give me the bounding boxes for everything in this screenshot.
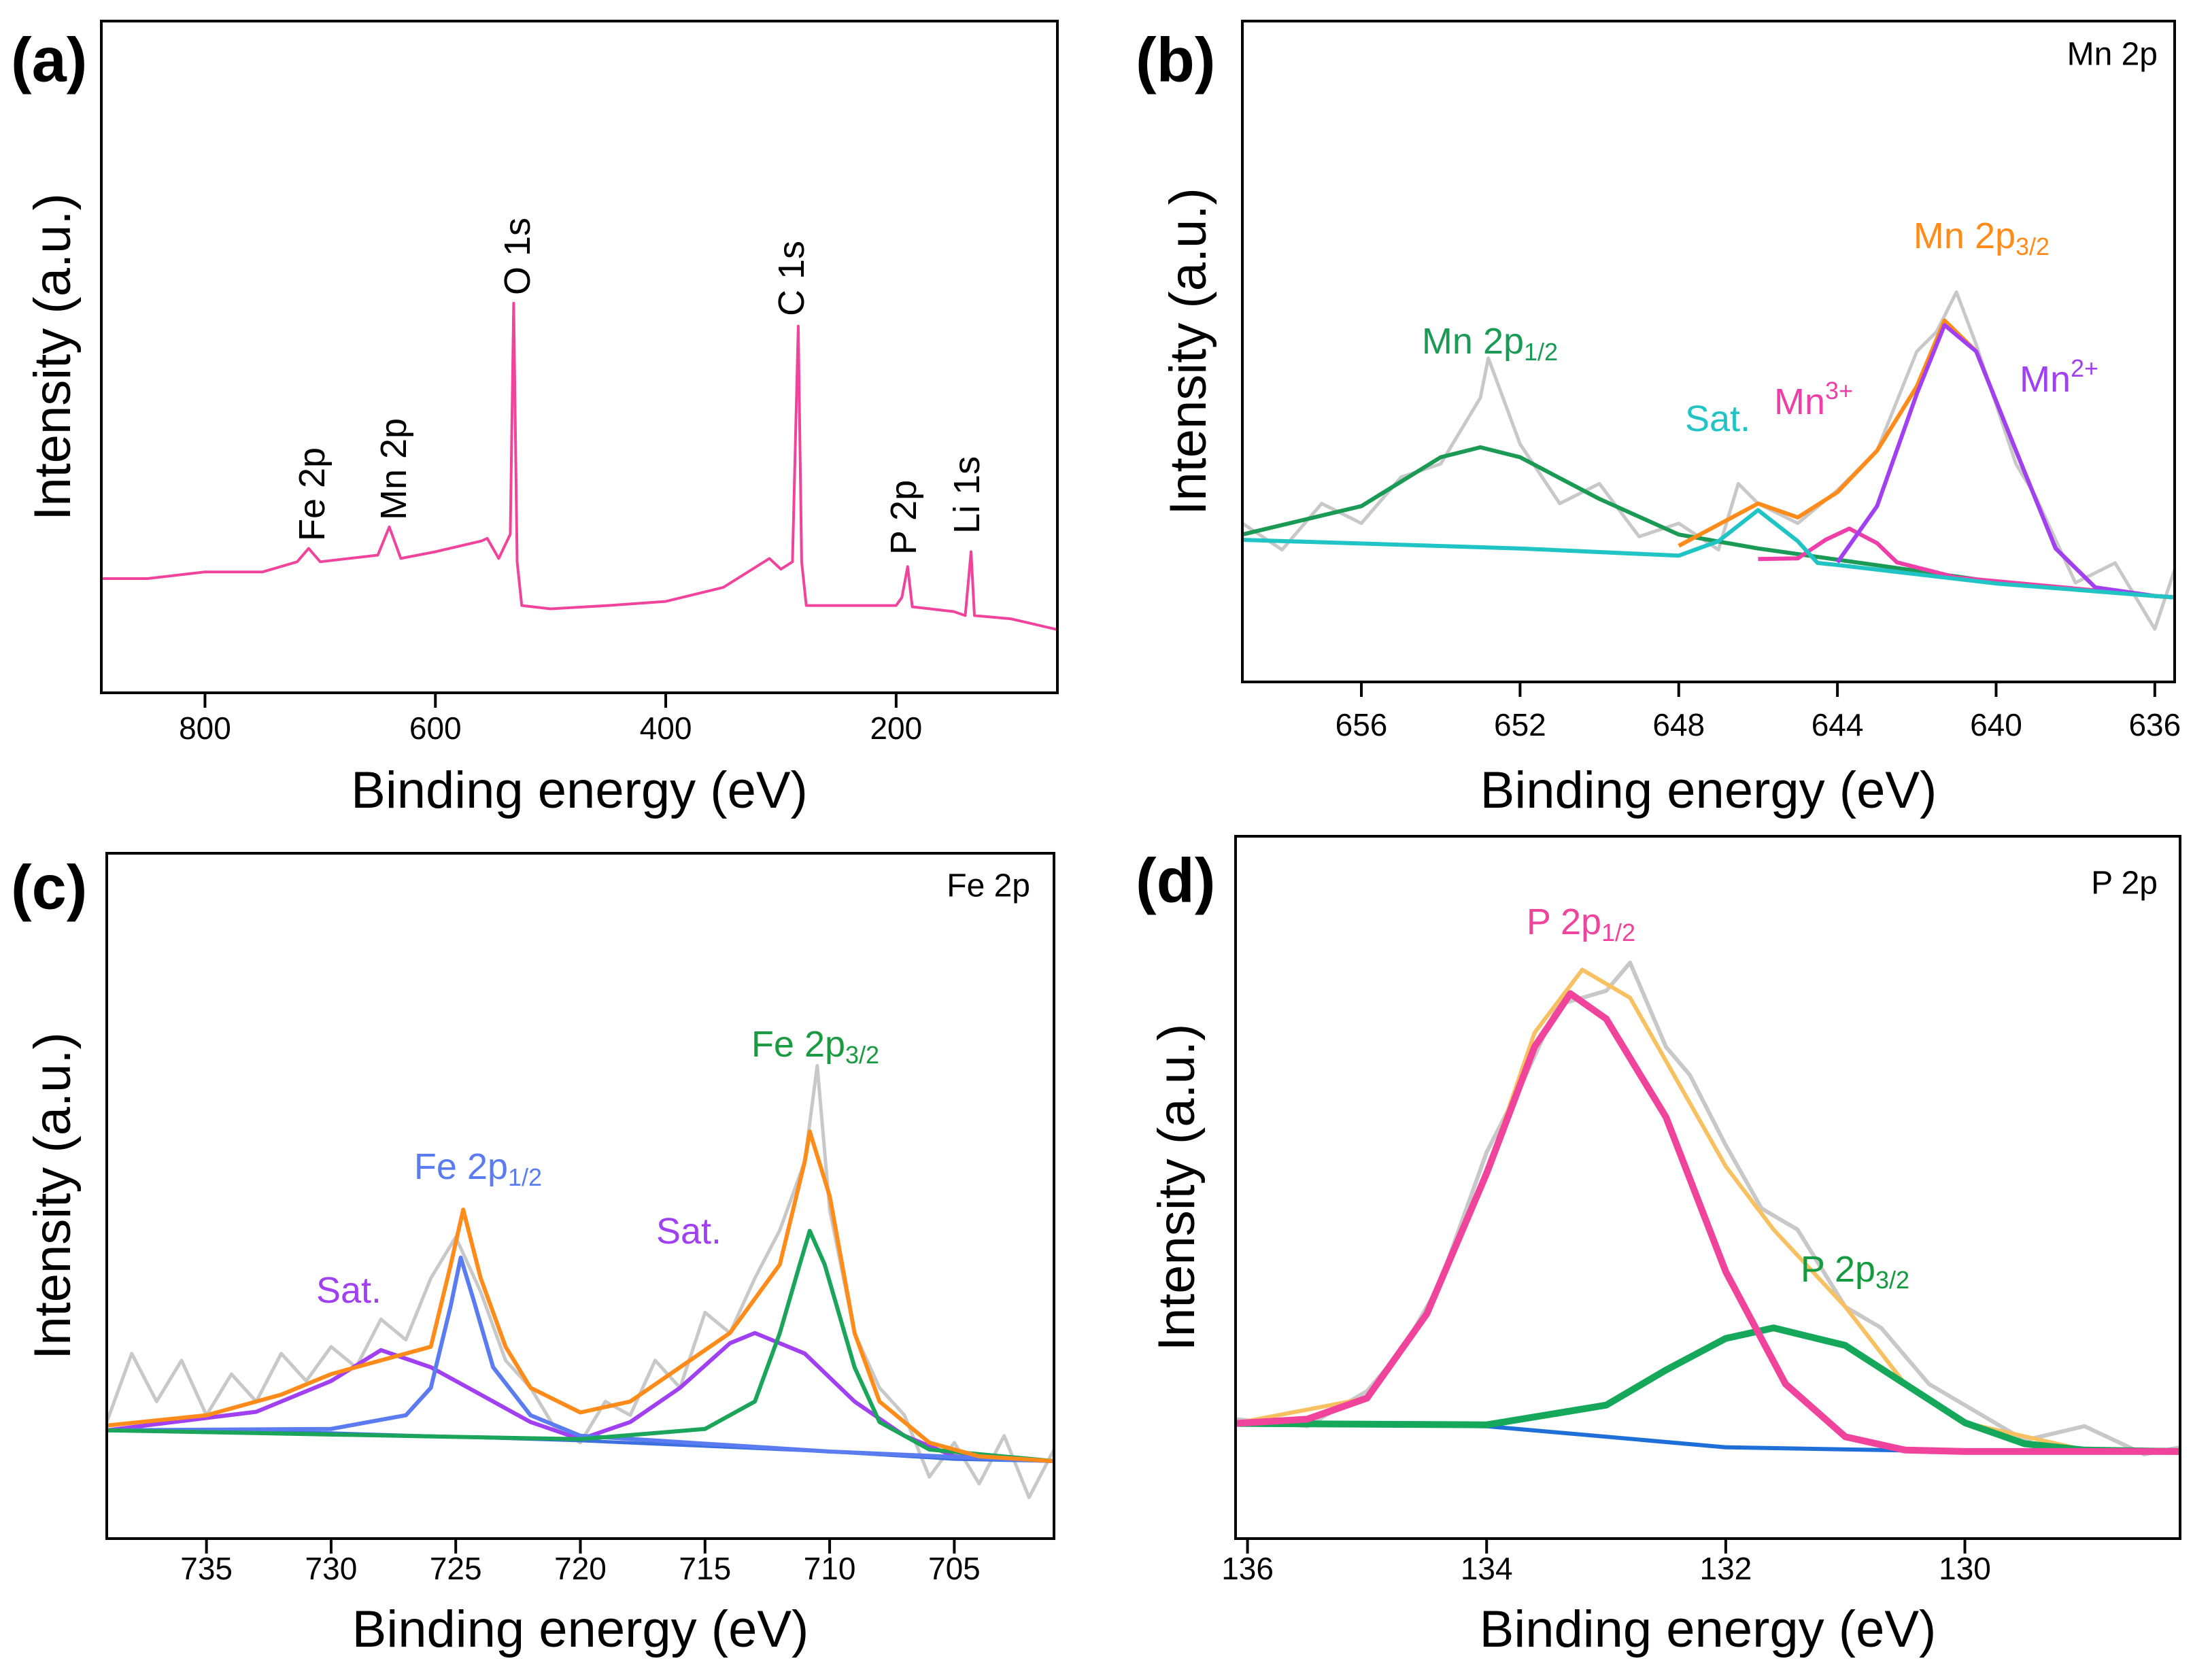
data-line xyxy=(1235,990,2180,1455)
peak-annotation: Mn2+ xyxy=(2020,354,2098,400)
peak-annotation: P 2p1/2 xyxy=(1527,902,1635,946)
data-line xyxy=(101,302,1058,632)
x-tick-label: 132 xyxy=(1699,1551,1752,1586)
data-line xyxy=(106,1348,581,1441)
peak-annotation: Mn3+ xyxy=(1774,377,1853,423)
x-tick-label: 636 xyxy=(2128,707,2181,742)
x-tick-label: 705 xyxy=(928,1551,981,1586)
x-axis-title: Binding energy (eV) xyxy=(1480,761,1937,819)
x-tick-label: 735 xyxy=(180,1551,233,1586)
x-axis-title: Binding energy (eV) xyxy=(351,761,808,819)
data-line xyxy=(1241,290,2177,631)
panel-label: (c) xyxy=(11,853,87,922)
peak-annotation: Mn 2p3/2 xyxy=(1914,216,2050,260)
annotation-text: Mn xyxy=(2020,359,2071,400)
peak-annotation: Fe 2p1/2 xyxy=(414,1146,542,1190)
x-tick-label: 800 xyxy=(179,710,231,746)
annotation-subscript: 1/2 xyxy=(508,1163,542,1191)
annotation-text: Fe 2p xyxy=(292,447,333,541)
plot-frame xyxy=(1234,835,2181,1540)
plot-frame xyxy=(100,20,1059,694)
x-tick-label: 710 xyxy=(804,1551,856,1586)
peak-annotation: Sat. xyxy=(1685,398,1750,439)
x-tick-label: 200 xyxy=(870,710,922,746)
data-line xyxy=(1242,508,2175,600)
annotation-text: Mn 2p xyxy=(1914,216,2016,256)
panel-label: (b) xyxy=(1136,25,1215,95)
data-line xyxy=(106,1129,1055,1464)
x-tick-label: 644 xyxy=(1812,707,1864,742)
panel-label: (a) xyxy=(11,25,87,95)
panel-corner-label: Mn 2p xyxy=(2067,37,2158,73)
peak-annotation: Fe 2p xyxy=(292,447,333,541)
peak-annotation: Fe 2p3/2 xyxy=(751,1024,879,1068)
x-tick-label: 720 xyxy=(554,1551,607,1586)
x-tick-label: 134 xyxy=(1461,1551,1513,1586)
panel-label: (d) xyxy=(1136,846,1215,915)
panel-corner-label: Fe 2p xyxy=(947,868,1030,904)
annotation-text: Sat. xyxy=(656,1211,721,1252)
x-tick-label: 652 xyxy=(1494,707,1546,742)
peak-annotation: Li 1s xyxy=(947,456,987,534)
annotation-subscript: 3/2 xyxy=(845,1041,879,1069)
y-axis-title: Intensity (a.u.) xyxy=(1148,1024,1206,1352)
peak-annotation: Mn 2p xyxy=(373,418,414,520)
annotation-text: Sat. xyxy=(1685,398,1750,439)
annotation-subscript: 3/2 xyxy=(2016,233,2050,260)
data-line xyxy=(579,1331,1055,1464)
peak-annotation: Mn 2p1/2 xyxy=(1422,321,1558,365)
y-axis-title: Intensity (a.u.) xyxy=(24,193,82,521)
peak-annotation: C 1s xyxy=(771,241,812,316)
annotation-text: Mn xyxy=(1774,381,1825,422)
x-tick-label: 730 xyxy=(305,1551,358,1586)
x-tick-label: 130 xyxy=(1939,1551,1991,1586)
x-tick-label: 136 xyxy=(1221,1551,1274,1586)
annotation-text: P 2p xyxy=(883,480,924,555)
x-tick-label: 715 xyxy=(679,1551,731,1586)
x-tick-label: 656 xyxy=(1336,707,1388,742)
annotation-text: Sat. xyxy=(316,1270,381,1311)
annotation-subscript: 1/2 xyxy=(1524,338,1558,366)
annotation-text: O 1s xyxy=(497,218,538,295)
y-axis-title: Intensity (a.u.) xyxy=(24,1032,82,1360)
annotation-subscript: 3/2 xyxy=(1875,1266,1909,1294)
annotation-text: Li 1s xyxy=(947,456,987,534)
annotation-text: Fe 2p xyxy=(414,1146,508,1187)
annotation-text: Mn 2p xyxy=(1422,321,1524,362)
annotation-text: Mn 2p xyxy=(373,418,414,520)
peak-annotation: Sat. xyxy=(316,1270,381,1311)
data-line xyxy=(105,1064,1056,1499)
plot-frame xyxy=(1241,20,2176,683)
annotation-text: Fe 2p xyxy=(751,1024,845,1065)
data-line xyxy=(1242,445,2175,600)
peak-annotation: P 2p xyxy=(883,480,924,555)
annotation-text: P 2p xyxy=(1527,902,1601,942)
peak-annotation: P 2p3/2 xyxy=(1801,1249,1909,1293)
x-tick-label: 648 xyxy=(1652,707,1705,742)
panel-corner-label: P 2p xyxy=(2091,865,2158,902)
x-axis-title: Binding energy (eV) xyxy=(352,1600,809,1658)
x-tick-label: 640 xyxy=(1970,707,2022,742)
annotation-superscript: 2+ xyxy=(2071,354,2098,382)
y-axis-title: Intensity (a.u.) xyxy=(1159,188,1217,515)
data-line xyxy=(1678,318,2175,600)
annotation-text: P 2p xyxy=(1801,1249,1875,1290)
x-tick-label: 725 xyxy=(430,1551,482,1586)
data-line xyxy=(106,1255,1055,1464)
annotation-superscript: 3+ xyxy=(1825,377,1853,405)
peak-annotation: Sat. xyxy=(656,1211,721,1252)
annotation-text: C 1s xyxy=(771,241,812,316)
x-axis-title: Binding energy (eV) xyxy=(1480,1600,1937,1658)
x-tick-label: 600 xyxy=(409,710,462,746)
data-line xyxy=(106,1229,1055,1464)
data-line xyxy=(1235,1324,2181,1455)
peak-annotation: O 1s xyxy=(497,218,538,295)
x-tick-label: 400 xyxy=(640,710,692,746)
annotation-subscript: 1/2 xyxy=(1601,919,1635,946)
